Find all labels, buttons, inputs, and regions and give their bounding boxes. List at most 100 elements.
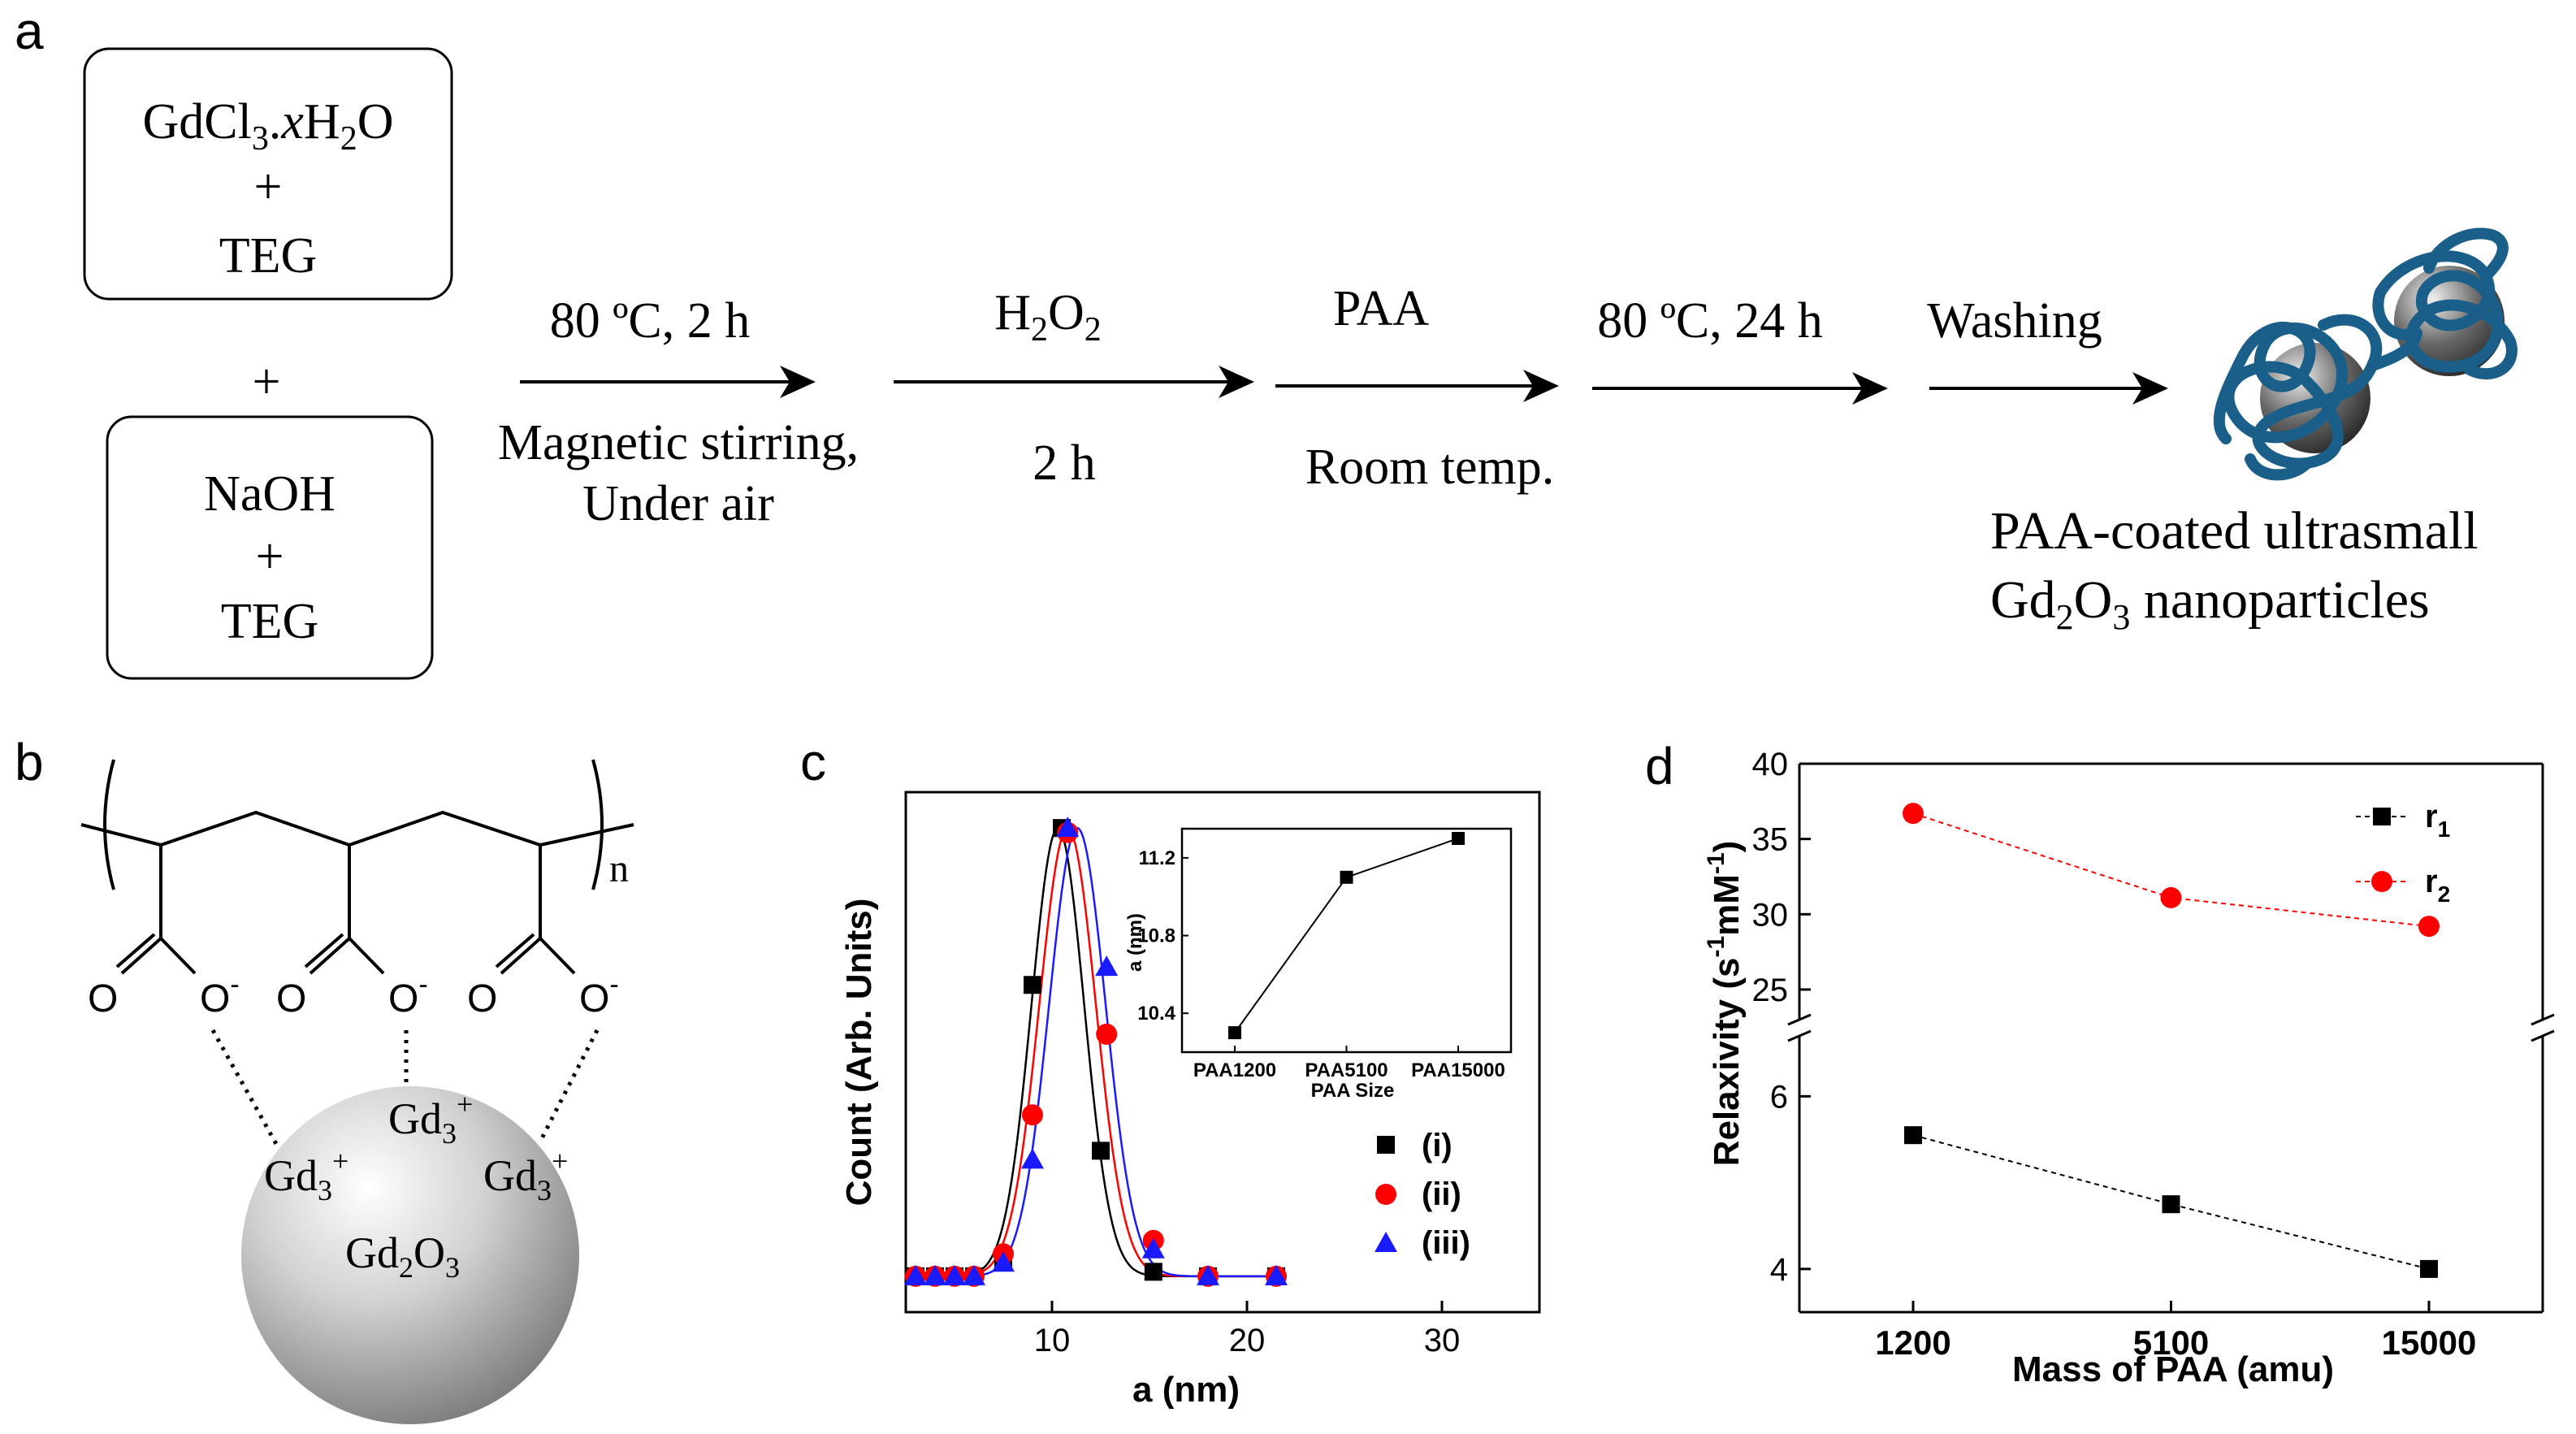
- chart-d-x-tick-label: 5100: [2133, 1324, 2209, 1362]
- reagent-plus-1: +: [254, 159, 283, 214]
- legend-label-iii: (iii): [1422, 1225, 1470, 1261]
- step3-reagent-paa: PAA: [1333, 281, 1430, 336]
- polymer-backbone: [80, 810, 634, 847]
- gd-ion-right: Gd3+: [483, 1145, 568, 1207]
- carbonyl-oxygen-1: O: [88, 977, 118, 1020]
- legend-marker-r1: [2373, 808, 2391, 825]
- chart-c-points: [904, 817, 1288, 1287]
- gd-ion-left: Gd3+: [264, 1145, 349, 1207]
- legend-label-r1: r1: [2425, 799, 2450, 842]
- panel-c: c 10 20 30 a (nm) Count (Arb. Units) (i) (…: [800, 733, 1541, 1410]
- data-point-r2: [1903, 803, 1924, 825]
- data-point-r2: [2160, 886, 2182, 908]
- reagent-between-plus: +: [253, 354, 281, 409]
- carboxylate-oxygen-2: O-: [388, 969, 428, 1020]
- data-point-series-3: [1056, 817, 1080, 838]
- chart-c-x-tick-label: 20: [1229, 1323, 1266, 1358]
- data-point-series-3: [1197, 1264, 1219, 1285]
- chart-d-x-tick-label: 15000: [2382, 1324, 2477, 1362]
- panel-a: a GdCl3.xH2O + TEG + NaOH + TEG 80 ºC, 2…: [15, 2, 2518, 680]
- panel-d-label: d: [1645, 737, 1674, 795]
- chart-c-x-tick-label: 30: [1424, 1323, 1461, 1358]
- inset-y-tick-label: 10.8: [1137, 925, 1175, 947]
- data-point-series-2: [1022, 1104, 1043, 1126]
- bracket-right: [591, 759, 604, 890]
- data-point-series-2: [1096, 1023, 1118, 1045]
- product-label-line2: Gd2O3 nanoparticles: [1990, 570, 2430, 637]
- chart-c-x-tick-label: 10: [1034, 1323, 1071, 1358]
- step1-note-2: Under air: [582, 476, 774, 531]
- data-point-series-1: [1092, 1142, 1110, 1160]
- repeat-unit-n: n: [609, 847, 629, 890]
- legend-label-r2: r2: [2425, 864, 2450, 907]
- coordination-bonds: [210, 1029, 600, 1146]
- legend-marker-r2: [2371, 871, 2392, 892]
- reagent-box-2: [106, 415, 434, 680]
- bracket-left: [103, 759, 115, 890]
- step5-washing: Washing: [1927, 293, 2102, 349]
- chart-c-x-axis: 10 20 30: [1034, 1301, 1461, 1358]
- reagent-teg-1: TEG: [219, 228, 318, 284]
- data-point-series-3: [992, 1251, 1015, 1272]
- chart-d-series: [1903, 803, 2440, 1278]
- inset-y-tick-label: 10.4: [1137, 1003, 1175, 1025]
- step1-condition: 80 ºC, 2 h: [550, 293, 751, 349]
- gd-ion-top: Gd3+: [388, 1088, 473, 1150]
- chart-c-inset: PAA1200 PAA5100 PAA15000 10.4 10.8 11.2 a (nm…: [1124, 827, 1513, 1102]
- data-point-series-3: [963, 1264, 985, 1285]
- step2-time: 2 h: [1033, 435, 1096, 491]
- data-point-series-3: [924, 1264, 946, 1285]
- data-point-series-3: [1141, 1237, 1165, 1259]
- gd2o3-core-sphere: [241, 1086, 579, 1424]
- reagent-teg-2: TEG: [221, 594, 319, 649]
- axis-break-mark: [1787, 1029, 1812, 1042]
- reagent-naoh: NaOH: [204, 466, 336, 522]
- reagent-plus-2: +: [256, 529, 284, 584]
- legend-marker-i: [1377, 1136, 1395, 1154]
- chart-d-y-tick-label: 30: [1752, 897, 1789, 933]
- data-point-series-3: [943, 1264, 966, 1285]
- data-point-r2: [2418, 916, 2440, 938]
- step3-condition: Room temp.: [1305, 440, 1555, 495]
- chart-d-y-tick-label: 40: [1752, 747, 1789, 782]
- axis-break-mark: [2531, 1029, 2555, 1042]
- carboxylate-oxygen-1: O-: [200, 969, 240, 1020]
- carbonyl-oxygen-3: O: [467, 977, 497, 1020]
- inset-frame: [1180, 827, 1513, 1054]
- chart-d-y-label: Relaxivity (s-1mM-1): [1703, 841, 1747, 1167]
- series-line-r2: [1912, 812, 2430, 928]
- panel-b-label: b: [15, 733, 44, 791]
- chart-c-legend: (i) (ii) (iii): [1375, 1128, 1470, 1261]
- product-label-line1: PAA-coated ultrasmall: [1990, 501, 2479, 561]
- panel-d: d 25 30 35 40 4 6 1200 5100 15000 Mass of PAA (a…: [1645, 737, 2555, 1389]
- chart-d-axes: 25 30 35 40 4 6 1200 5100 15000: [1752, 747, 2555, 1362]
- inset-x-label: PAA Size: [1311, 1080, 1395, 1102]
- carboxylate-groups: [115, 845, 576, 975]
- product-nanoparticles-illustration: [2213, 227, 2518, 481]
- polymer-coil-2: [2372, 227, 2518, 379]
- inset-y-tick-label: 11.2: [1139, 847, 1175, 869]
- chart-d-y-tick-label: 25: [1752, 973, 1789, 1008]
- data-point-r1: [1904, 1126, 1922, 1145]
- chart-d-y-tick-label: 6: [1770, 1079, 1788, 1115]
- inset-x-tick-label: PAA1200: [1193, 1059, 1276, 1081]
- step4-condition: 80 ºC, 24 h: [1597, 293, 1823, 349]
- data-point-series-3: [1021, 1148, 1044, 1169]
- chart-c-y-label: Count (Arb. Units): [839, 899, 879, 1207]
- inset-x-tick-label: PAA15000: [1411, 1059, 1505, 1081]
- chart-d-legend: r1 r2: [2356, 799, 2450, 907]
- chart-d-y-tick-label: 35: [1752, 822, 1789, 858]
- legend-label-ii: (ii): [1422, 1176, 1461, 1212]
- carboxylate-oxygen-3: O-: [579, 969, 619, 1020]
- inset-y-label: a (nm): [1124, 913, 1146, 972]
- data-point-series-1: [1024, 976, 1041, 994]
- inset-point: [1340, 870, 1353, 884]
- chart-d-y-tick-label: 4: [1770, 1252, 1788, 1288]
- polymer-coil-1: [2213, 314, 2422, 481]
- legend-label-i: (i): [1422, 1128, 1453, 1163]
- legend-marker-ii: [1375, 1184, 1396, 1205]
- chart-c-x-label: a (nm): [1132, 1370, 1240, 1410]
- chart-d-x-tick-label: 1200: [1875, 1324, 1950, 1362]
- inset-x-tick-label: PAA5100: [1305, 1059, 1388, 1081]
